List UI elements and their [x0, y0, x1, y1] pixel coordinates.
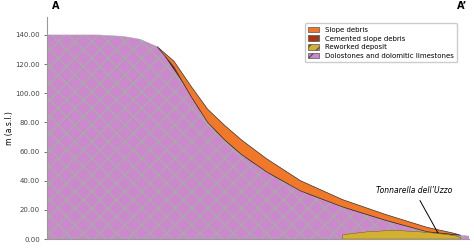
Text: Tonnarella dell’Uzzo: Tonnarella dell’Uzzo	[376, 186, 453, 234]
Text: A: A	[52, 1, 59, 11]
Polygon shape	[165, 57, 456, 235]
Y-axis label: m (a.s.l.): m (a.s.l.)	[5, 111, 14, 145]
Legend: Slope debris, Cemented slope debris, Reworked deposit, Dolostones and dolomitic : Slope debris, Cemented slope debris, Rew…	[305, 23, 457, 62]
Polygon shape	[343, 230, 461, 239]
Text: A’: A’	[457, 1, 467, 11]
Polygon shape	[47, 35, 469, 239]
Polygon shape	[157, 47, 461, 235]
